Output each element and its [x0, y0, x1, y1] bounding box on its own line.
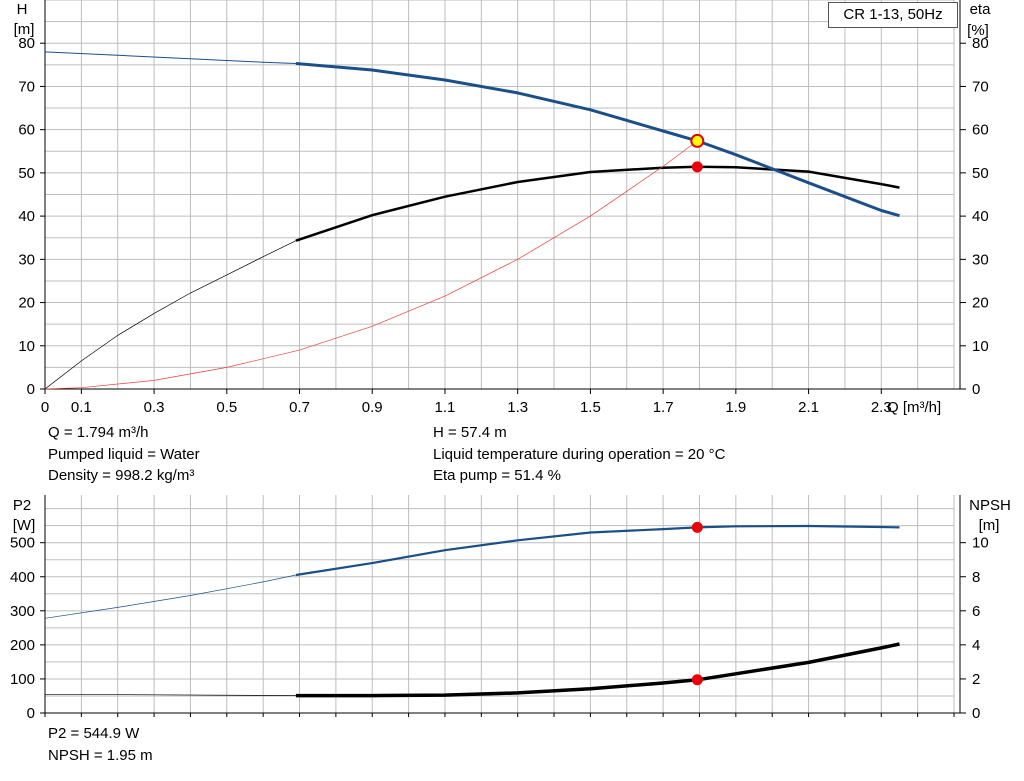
bottom-right-tick-label: 2 [972, 671, 980, 688]
top-left-tick-label: 70 [18, 78, 35, 95]
top-x-tick-label: 1.9 [725, 399, 746, 416]
top-right-tick-label: 80 [972, 35, 989, 52]
temperature-readout: Liquid temperature during operation = 20… [433, 446, 726, 463]
power-readout: P2 = 544.9 W [48, 725, 140, 742]
top-right-axis-unit: [%] [967, 22, 989, 39]
top-x-tick-label: 2.1 [798, 399, 819, 416]
bottom-left-tick-label: 500 [10, 535, 35, 552]
top-x-tick-label: 1.5 [580, 399, 601, 416]
bottom-left-tick-label: 300 [10, 603, 35, 620]
bottom-right-tick-label: 6 [972, 603, 980, 620]
top-left-tick-label: 10 [18, 338, 35, 355]
top-right-tick-label: 70 [972, 78, 989, 95]
bottom-right-tick-label: 8 [972, 569, 980, 586]
eta-curve-thin [44, 240, 297, 390]
bottom-right-axis-title: NPSH [969, 497, 1011, 514]
top-left-axis-unit: [m] [14, 21, 35, 38]
top-x-tick-label: 0.7 [289, 399, 310, 416]
top-x-tick-label: 1.7 [653, 399, 674, 416]
top-right-tick-label: 30 [972, 251, 989, 268]
top-x-tick-label: 0.5 [216, 399, 237, 416]
top-left-tick-label: 50 [18, 165, 35, 182]
top-left-axis-title: H [17, 1, 28, 18]
bottom-right-axis-unit: [m] [979, 517, 1000, 534]
flow-readout: Q = 1.794 m³/h [48, 424, 149, 441]
npsh-curve-thin [44, 693, 296, 696]
bottom-left-tick-label: 100 [10, 671, 35, 688]
eta-total-curve-thin [44, 140, 698, 390]
top-left-tick-label: 20 [18, 295, 35, 312]
legend-label: CR 1-13, 50Hz [828, 2, 958, 28]
top-left-tick-label: 80 [18, 35, 35, 52]
top-right-axis-title: eta [970, 1, 992, 18]
eta-readout: Eta pump = 51.4 % [433, 467, 561, 484]
top-x-tick-label: 1.3 [507, 399, 528, 416]
x-axis-label: Q [m³/h] [887, 399, 941, 416]
top-x-tick-label: 0.3 [144, 399, 165, 416]
p2-curve [295, 524, 900, 577]
top-left-tick-label: 60 [18, 122, 35, 139]
top-right-tick-label: 10 [972, 338, 989, 355]
top-x-tick-label: 0 [41, 399, 49, 416]
top-x-tick-label: 2.3 [871, 399, 892, 416]
p2-operating-point [691, 521, 703, 533]
top-left-tick-label: 0 [27, 381, 35, 398]
liquid-readout: Pumped liquid = Water [48, 446, 200, 463]
top-right-tick-label: 40 [972, 208, 989, 225]
head-curve [295, 62, 900, 218]
npsh-curve [295, 642, 900, 698]
bottom-right-tick-label: 0 [972, 705, 980, 722]
bottom-right-tick-label: 4 [972, 637, 980, 654]
top-right-tick-label: 60 [972, 122, 989, 139]
top-right-tick-label: 0 [972, 381, 980, 398]
top-left-tick-label: 40 [18, 208, 35, 225]
top-left-tick-label: 30 [18, 251, 35, 268]
npsh-operating-point [691, 674, 703, 686]
bottom-left-tick-label: 400 [10, 569, 35, 586]
eta-curve [295, 165, 900, 242]
bottom-right-tick-label: 10 [972, 535, 989, 552]
top-x-tick-label: 0.1 [71, 399, 92, 416]
bottom-left-axis-unit: [W] [13, 517, 36, 534]
head-operating-point [690, 133, 705, 148]
top-x-tick-label: 1.1 [435, 399, 456, 416]
eta-operating-point [691, 161, 703, 173]
bottom-left-tick-label: 0 [27, 705, 35, 722]
bottom-left-tick-label: 200 [10, 637, 35, 654]
top-right-tick-label: 50 [972, 165, 989, 182]
head-readout: H = 57.4 m [433, 424, 507, 441]
npsh-readout: NPSH = 1.95 m [48, 747, 153, 764]
bottom-left-axis-title: P2 [13, 497, 31, 514]
top-x-tick-label: 0.9 [362, 399, 383, 416]
top-right-tick-label: 20 [972, 295, 989, 312]
p2-curve-thin [44, 574, 296, 619]
head-curve-thin [44, 51, 296, 64]
density-readout: Density = 998.2 kg/m³ [48, 467, 195, 484]
